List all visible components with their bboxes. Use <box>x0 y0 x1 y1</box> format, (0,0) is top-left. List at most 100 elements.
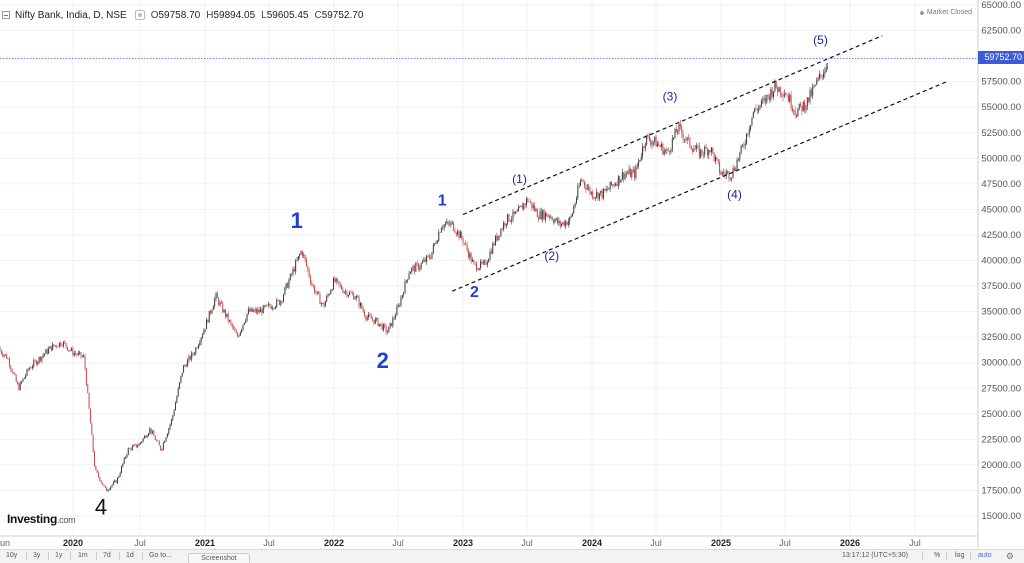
candle-body <box>403 293 405 295</box>
candle-body <box>176 396 178 403</box>
x-tick-label: 2023 <box>453 538 473 548</box>
range-3y[interactable]: 3y <box>33 552 41 559</box>
candle-body <box>242 324 244 330</box>
candle-body <box>717 159 719 163</box>
candle-body <box>682 133 684 140</box>
candle-body <box>392 317 394 327</box>
visibility-icon[interactable] <box>134 10 145 20</box>
candle-body <box>353 293 355 300</box>
candle-body <box>775 81 777 89</box>
collapse-icon[interactable] <box>2 11 10 19</box>
candle-body <box>615 183 617 186</box>
candle-body <box>438 232 440 241</box>
candle-body <box>577 186 579 199</box>
divider <box>26 552 27 560</box>
candle-body <box>693 149 695 152</box>
candle-body <box>79 352 81 353</box>
candle-body <box>31 366 33 368</box>
candle-body <box>372 319 374 321</box>
candle-body <box>349 292 351 295</box>
candle-body <box>601 190 603 199</box>
candle-body <box>810 90 812 96</box>
range-7d[interactable]: 7d <box>103 552 111 559</box>
candle-body <box>175 402 176 411</box>
candle-body <box>540 210 542 220</box>
candle-body <box>558 220 560 224</box>
candle-body <box>661 143 662 147</box>
candle-body <box>81 356 83 358</box>
candle-body <box>521 205 523 210</box>
candle-body <box>669 151 671 153</box>
candle-body <box>95 466 97 470</box>
candle-body <box>658 143 660 146</box>
candle-body <box>478 268 480 270</box>
low-wave-label: 4 <box>95 495 107 520</box>
candle-body <box>397 305 399 307</box>
candle-body <box>789 94 791 102</box>
candle-body <box>327 294 329 297</box>
candle-body <box>802 101 804 112</box>
status-dot-icon <box>919 10 924 15</box>
candle-body <box>507 214 509 224</box>
candle-body <box>405 280 407 282</box>
candle-body <box>310 276 311 283</box>
log-toggle[interactable]: log <box>955 552 965 559</box>
x-tick-label: Jul <box>909 538 921 548</box>
candle-body <box>305 259 307 266</box>
candle-body <box>110 486 112 490</box>
candle-body <box>48 348 50 354</box>
candle-body <box>580 180 581 186</box>
candle-body <box>6 354 8 359</box>
candle-body <box>192 352 194 355</box>
candle-body <box>476 263 478 270</box>
candle-body <box>210 310 212 314</box>
candle-body <box>767 94 769 96</box>
candle-body <box>72 348 74 356</box>
candle-body <box>727 171 729 173</box>
candle-body <box>520 205 522 207</box>
candle-body <box>650 140 652 145</box>
candle-body <box>62 341 64 346</box>
candle-body <box>594 196 596 198</box>
screenshot-button[interactable]: Screenshot <box>188 553 250 563</box>
candle-body <box>94 451 95 467</box>
candle-body <box>430 257 432 259</box>
candle-body <box>347 294 349 297</box>
range-1d[interactable]: 1d <box>126 552 134 559</box>
range-1m[interactable]: 1m <box>78 552 88 559</box>
gear-icon[interactable]: ⚙ <box>1005 551 1014 561</box>
candle-body <box>770 89 772 100</box>
candle-body <box>366 317 368 320</box>
candle-body <box>262 305 264 314</box>
candle-body <box>600 190 602 194</box>
candle-body <box>123 458 125 464</box>
candle-body <box>793 110 795 112</box>
candle-body <box>748 129 750 135</box>
candle-body <box>411 267 413 272</box>
candle-body <box>813 85 815 88</box>
candle-body <box>111 484 113 487</box>
candle-body <box>307 265 309 270</box>
candle-body <box>716 157 718 160</box>
candle-body <box>524 203 526 205</box>
goto-button[interactable]: Go to... <box>149 552 172 559</box>
candle-body <box>285 283 287 288</box>
candle-body <box>243 322 245 325</box>
candle-body <box>642 146 644 157</box>
candle-body <box>148 433 149 436</box>
candle-body <box>763 98 765 100</box>
percent-toggle[interactable]: % <box>934 552 941 559</box>
range-1y[interactable]: 1y <box>55 552 63 559</box>
range-10y[interactable]: 10y <box>6 552 18 559</box>
candle-body <box>13 372 14 374</box>
auto-toggle[interactable]: auto <box>978 552 992 559</box>
candle-body <box>798 103 800 110</box>
candle-body <box>728 171 730 179</box>
divider <box>48 552 49 560</box>
y-tick-label: 55000.00 <box>981 102 1021 113</box>
candle-body <box>180 375 182 383</box>
candle-body <box>732 168 734 178</box>
candle-body <box>391 323 392 327</box>
